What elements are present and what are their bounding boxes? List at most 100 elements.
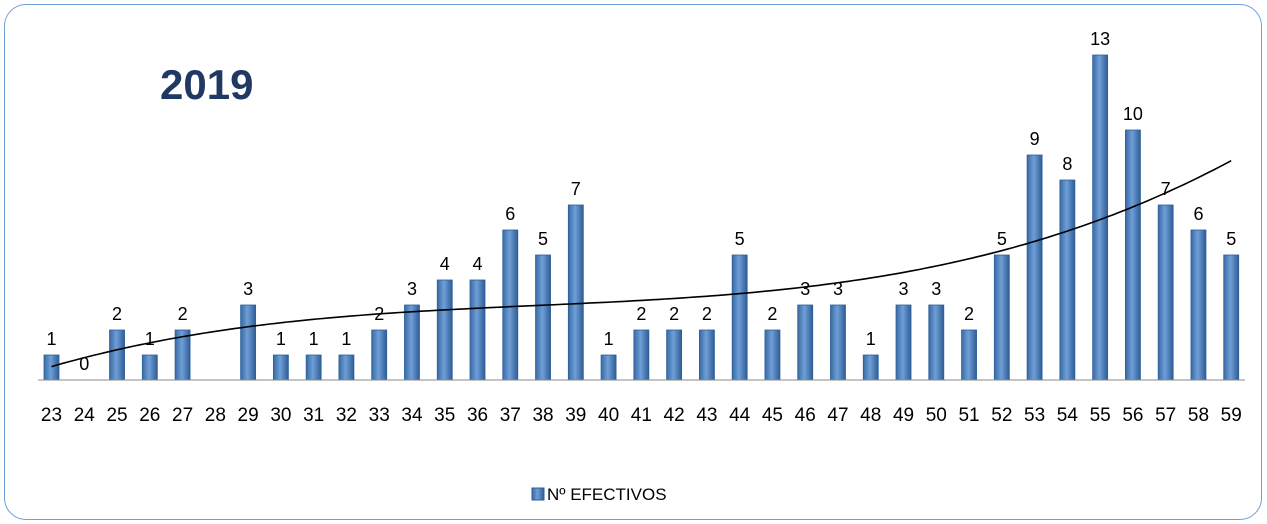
bar xyxy=(895,304,912,381)
bar xyxy=(797,304,814,381)
x-tick-label: 38 xyxy=(532,405,553,426)
data-label: 0 xyxy=(79,354,89,374)
data-label: 3 xyxy=(243,279,253,299)
x-tick-label: 54 xyxy=(1057,405,1079,426)
bar xyxy=(1190,229,1207,381)
data-label: 5 xyxy=(735,229,745,249)
x-tick-label: 29 xyxy=(238,405,259,426)
x-tick-label: 43 xyxy=(696,405,717,426)
chart-title: 2019 xyxy=(160,61,253,108)
x-tick-label: 34 xyxy=(401,405,423,426)
trendline xyxy=(51,159,1232,368)
x-tick-label: 28 xyxy=(205,405,226,426)
bar xyxy=(993,254,1010,381)
data-label: 4 xyxy=(440,254,450,274)
x-tick-label: 27 xyxy=(172,405,193,426)
bar xyxy=(830,304,846,381)
x-tick-label: 56 xyxy=(1122,405,1143,426)
bar xyxy=(338,354,355,381)
x-tick-labels-group: 23 24 25 26 27 28 29 30 31 32 33 34 35 36 37 38 39 40 41 42… xyxy=(41,405,1242,426)
x-tick-label: 40 xyxy=(598,405,619,426)
data-label: 1 xyxy=(276,329,286,349)
x-tick-label: 37 xyxy=(500,405,521,426)
bar xyxy=(109,329,125,381)
data-label: 6 xyxy=(505,204,515,224)
x-tick-label: 51 xyxy=(958,405,979,426)
bar xyxy=(141,354,158,381)
data-label: 2 xyxy=(669,304,679,324)
legend-label: Nº EFECTIVOS xyxy=(547,485,667,504)
bar xyxy=(1059,179,1076,381)
data-label: 10 xyxy=(1123,104,1143,124)
bar xyxy=(436,279,453,381)
data-label: 5 xyxy=(538,229,548,249)
bar xyxy=(567,204,584,381)
data-label: 1 xyxy=(341,329,351,349)
bar xyxy=(535,254,551,381)
data-label: 1 xyxy=(145,329,155,349)
data-label: 3 xyxy=(800,279,810,299)
x-tick-label: 53 xyxy=(1024,405,1045,426)
bar xyxy=(1026,154,1043,381)
bar xyxy=(502,229,519,381)
data-label: 4 xyxy=(473,254,483,274)
x-tick-label: 59 xyxy=(1221,405,1242,426)
x-tick-label: 31 xyxy=(303,405,324,426)
x-tick-label: 26 xyxy=(139,405,160,426)
bar xyxy=(272,354,289,381)
data-label: 3 xyxy=(407,279,417,299)
x-tick-label: 35 xyxy=(434,405,455,426)
data-label: 3 xyxy=(833,279,843,299)
x-tick-label: 48 xyxy=(860,405,881,426)
data-label: 2 xyxy=(636,304,646,324)
bar xyxy=(469,279,486,381)
x-tick-label: 36 xyxy=(467,405,488,426)
data-label: 1 xyxy=(866,329,876,349)
data-label: 1 xyxy=(604,329,614,349)
x-tick-label: 52 xyxy=(991,405,1012,426)
bar xyxy=(404,304,420,381)
data-label: 2 xyxy=(702,304,712,324)
data-label: 13 xyxy=(1090,29,1110,49)
x-tick-label: 32 xyxy=(336,405,357,426)
data-label: 3 xyxy=(899,279,909,299)
x-tick-label: 41 xyxy=(631,405,652,426)
x-tick-label: 49 xyxy=(893,405,914,426)
bar xyxy=(1223,254,1240,381)
bar xyxy=(43,354,60,381)
legend-swatch xyxy=(531,487,545,501)
bar xyxy=(240,304,257,381)
bar xyxy=(699,329,715,381)
data-label: 7 xyxy=(1161,179,1171,199)
bar xyxy=(731,254,748,381)
data-label: 1 xyxy=(46,329,56,349)
data-label: 2 xyxy=(964,304,974,324)
x-tick-label: 39 xyxy=(565,405,586,426)
bars-group xyxy=(43,54,1240,381)
x-tick-label: 57 xyxy=(1155,405,1176,426)
bar xyxy=(666,329,683,381)
bar xyxy=(371,329,388,381)
x-tick-label: 47 xyxy=(827,405,848,426)
bar xyxy=(600,354,617,381)
data-label: 2 xyxy=(178,304,188,324)
bar xyxy=(961,329,977,381)
x-tick-label: 25 xyxy=(106,405,127,426)
x-tick-label: 24 xyxy=(74,405,96,426)
bar xyxy=(633,329,650,381)
data-label: 5 xyxy=(1226,229,1236,249)
data-label: 2 xyxy=(767,304,777,324)
bar xyxy=(928,304,945,381)
data-label: 9 xyxy=(1030,129,1040,149)
bar xyxy=(764,329,781,381)
x-tick-label: 46 xyxy=(795,405,816,426)
bar xyxy=(862,354,879,381)
data-label: 7 xyxy=(571,179,581,199)
legend: Nº EFECTIVOS xyxy=(531,485,667,504)
x-tick-label: 23 xyxy=(41,405,62,426)
data-label: 8 xyxy=(1062,154,1072,174)
data-label: 3 xyxy=(931,279,941,299)
x-tick-label: 55 xyxy=(1090,405,1111,426)
